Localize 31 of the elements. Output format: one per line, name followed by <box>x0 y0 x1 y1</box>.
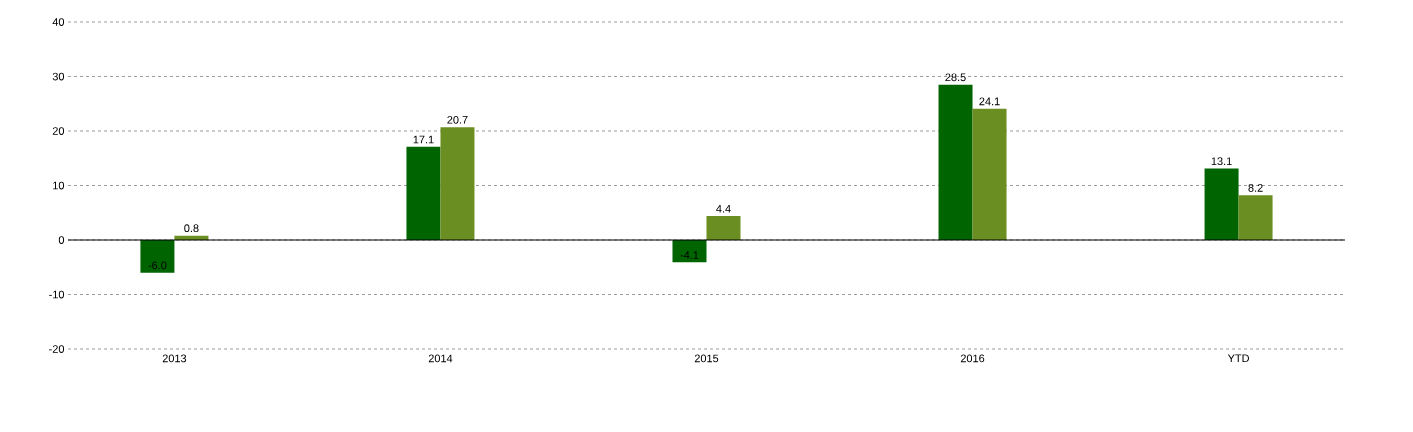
bar <box>1204 168 1239 240</box>
bar <box>672 240 707 263</box>
data-label: 0.8 <box>184 224 199 233</box>
y-tick-label: 40 <box>52 18 65 26</box>
y-tick-label: -10 <box>49 290 65 299</box>
bar <box>406 146 441 240</box>
x-tick-label: YTD <box>1227 354 1249 363</box>
y-tick-label: 30 <box>52 72 65 81</box>
bar <box>972 108 1007 240</box>
data-label: -6.0 <box>148 261 167 270</box>
data-label: 24.1 <box>979 97 1000 106</box>
y-tick-label: 20 <box>52 127 65 135</box>
bar <box>1238 195 1273 240</box>
y-tick-label: -20 <box>49 345 65 353</box>
x-tick-label: 2016 <box>960 354 985 363</box>
data-label: -4.1 <box>680 251 699 259</box>
x-tick-label: 2015 <box>694 354 719 363</box>
x-tick-label: 2014 <box>428 354 453 363</box>
data-label: 13.1 <box>1211 157 1232 166</box>
bar <box>938 84 973 240</box>
data-label: 17.1 <box>413 135 434 144</box>
y-tick-label: 10 <box>53 181 65 190</box>
bar <box>140 240 175 273</box>
bar <box>706 216 741 240</box>
y-tick-label: 0 <box>58 236 65 244</box>
data-label: 8.2 <box>1248 184 1263 192</box>
bar <box>440 127 475 240</box>
data-label: 28.5 <box>945 73 966 82</box>
data-label: 20.7 <box>447 115 468 124</box>
x-tick-label: 2013 <box>162 354 187 363</box>
data-label: 4.4 <box>716 204 731 213</box>
